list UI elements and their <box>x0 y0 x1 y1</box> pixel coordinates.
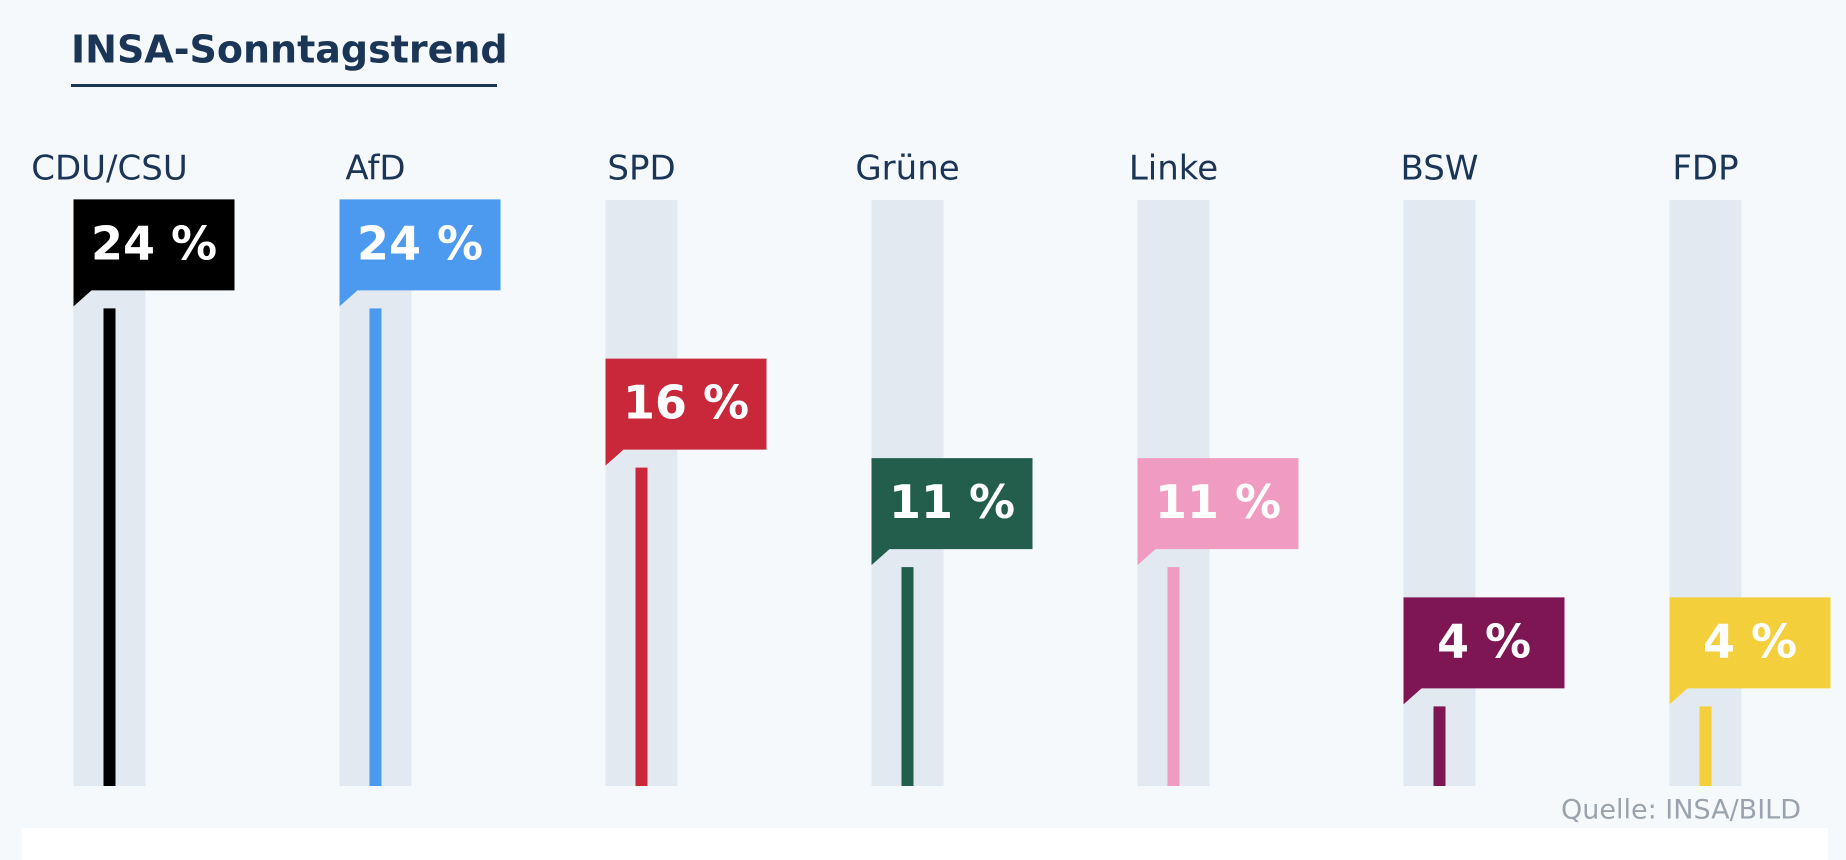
value-label: 4 % <box>1703 614 1797 668</box>
category-label: CDU/CSU <box>31 149 187 189</box>
source-note: Quelle: INSA/BILD <box>1561 795 1801 826</box>
value-label: 24 % <box>91 216 217 270</box>
category-label: AfD <box>345 149 405 189</box>
chart-title: INSA-Sonntagstrend <box>71 28 508 72</box>
value-label: 11 % <box>1155 475 1281 529</box>
bar <box>635 467 648 786</box>
category-label: Grüne <box>855 149 959 189</box>
label-box <box>605 358 767 466</box>
label-box <box>339 199 501 307</box>
value-label: 24 % <box>357 216 483 270</box>
value-label: 16 % <box>623 376 749 430</box>
category-label: Linke <box>1129 149 1218 189</box>
label-box <box>1669 597 1831 705</box>
label-box <box>871 458 1033 566</box>
track <box>1403 200 1476 786</box>
value-label: 4 % <box>1437 614 1531 668</box>
label-box <box>73 199 235 307</box>
bar <box>103 308 116 786</box>
footer-strip <box>22 828 1828 860</box>
bar <box>901 567 914 786</box>
bar <box>369 308 382 786</box>
bar <box>1699 706 1712 786</box>
track <box>1669 200 1742 786</box>
bar <box>1167 567 1180 786</box>
value-label: 11 % <box>889 475 1015 529</box>
label-box <box>1403 597 1565 705</box>
bar <box>1433 706 1446 786</box>
category-label: FDP <box>1672 149 1738 189</box>
label-box <box>1137 458 1299 566</box>
title-underline <box>71 84 497 87</box>
category-label: SPD <box>607 149 675 189</box>
category-label: BSW <box>1401 149 1479 189</box>
